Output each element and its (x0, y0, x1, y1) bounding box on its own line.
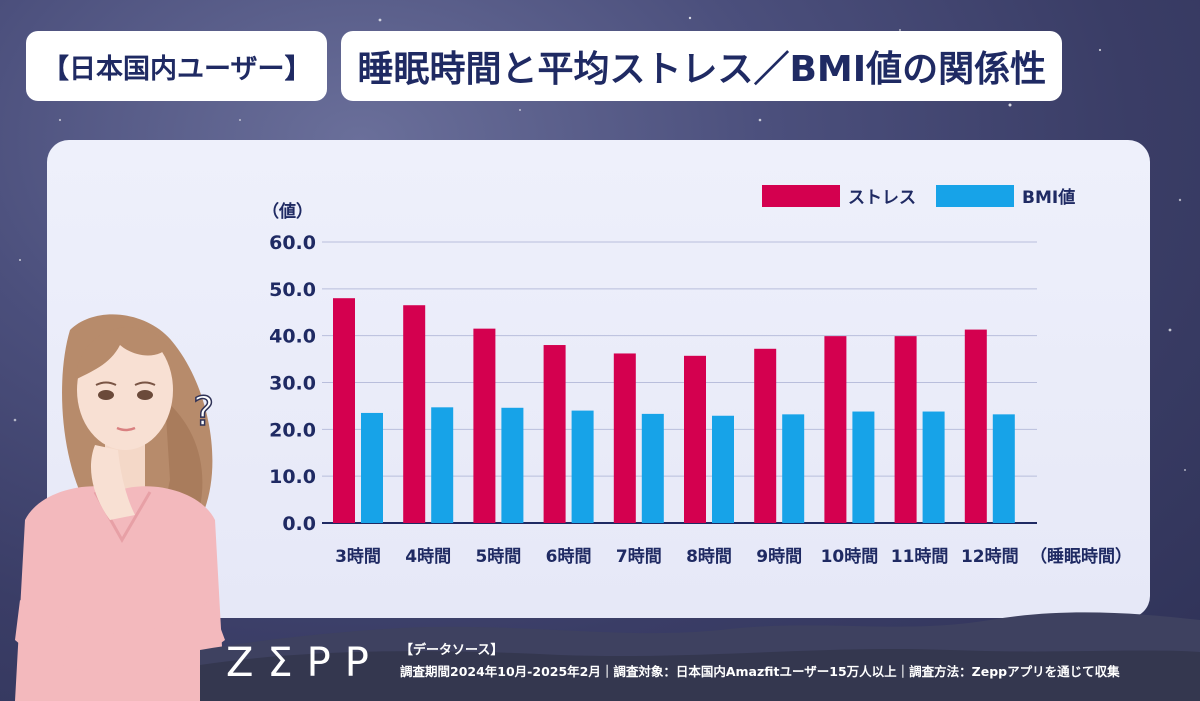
y-tick-label: 0.0 (282, 513, 316, 535)
bmi-bar (361, 412, 383, 523)
title-region-label: 【日本国内ユーザー】 (26, 31, 328, 101)
x-tick-label: 9時間 (756, 546, 802, 567)
y-tick-label: 30.0 (269, 373, 316, 395)
stress-bar (824, 336, 847, 523)
bmi-bar (641, 413, 664, 523)
stress-bar (684, 355, 706, 523)
source-details: 調査期間2024年10月-2025年2月｜調査対象：日本国内Amazfitユーザ… (400, 664, 1120, 679)
stress-bar (543, 345, 566, 523)
y-tick-label: 50.0 (269, 279, 316, 301)
legend-bmi-swatch (936, 185, 1014, 207)
x-axis-label: （睡眠時間） (1030, 546, 1132, 567)
bmi-bar (782, 414, 805, 523)
x-tick-label: 12時間 (961, 546, 1019, 567)
bars (333, 298, 1015, 523)
x-tick-label: 8時間 (686, 546, 732, 567)
x-tick-label: 11時間 (891, 546, 949, 567)
stress-bar (754, 348, 777, 523)
legend-bmi-label: BMI値 (1022, 187, 1075, 208)
y-tick-label: 40.0 (269, 326, 316, 348)
legend-stress-label: ストレス (848, 188, 916, 208)
x-tick-label: 4時間 (405, 546, 451, 567)
x-tick-label: 10時間 (821, 546, 879, 567)
stress-bar (964, 329, 987, 523)
x-tick-label: 6時間 (546, 546, 592, 567)
stress-bar (894, 336, 917, 523)
x-tick-labels: 3時間 4時間 5時間 6時間 7時間 8時間 9時間 10時間 11時間 12時間 (335, 546, 1019, 567)
y-tick-label: 10.0 (269, 466, 316, 488)
y-axis-label: （値） (262, 201, 313, 222)
legend-stress-swatch (762, 185, 840, 207)
stress-bar (403, 305, 426, 523)
x-tick-label: 3時間 (335, 546, 381, 567)
bmi-bar (712, 415, 734, 523)
stress-bar (613, 353, 636, 523)
page-title: 睡眠時間と平均ストレス／BMI値の関係性 (341, 31, 1063, 101)
x-tick-label: 5時間 (475, 546, 521, 567)
zepp-logo: ZΣPP (226, 640, 383, 686)
stress-bar (473, 328, 496, 523)
bmi-bar (852, 411, 875, 523)
y-tick-label: 60.0 (269, 232, 316, 254)
legend: ストレス BMI値 (762, 185, 1075, 208)
question-mark-icon: ? (193, 389, 214, 435)
stress-bar (333, 298, 355, 523)
bmi-bar (571, 410, 594, 523)
x-tick-label: 7時間 (616, 546, 662, 567)
bmi-bar (922, 411, 945, 523)
title-bar: 【日本国内ユーザー】 睡眠時間と平均ストレス／BMI値の関係性 (26, 30, 1063, 102)
source-title: 【データソース】 (400, 643, 504, 658)
bmi-bar (992, 414, 1015, 523)
bmi-bar (501, 407, 524, 523)
y-tick-label: 20.0 (269, 419, 316, 441)
y-tick-labels: 0.0 10.0 20.0 30.0 40.0 50.0 60.0 (269, 232, 316, 535)
bmi-bar (431, 407, 454, 523)
